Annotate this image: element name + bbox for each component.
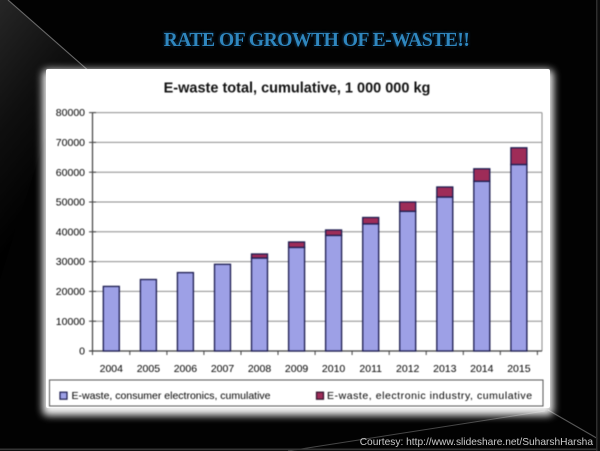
svg-text:2014: 2014	[470, 363, 494, 375]
svg-text:70000: 70000	[56, 137, 85, 149]
svg-text:2012: 2012	[396, 363, 420, 375]
svg-text:40000: 40000	[56, 226, 85, 238]
svg-text:2013: 2013	[433, 363, 457, 375]
svg-text:2005: 2005	[137, 363, 161, 375]
svg-text:2006: 2006	[174, 363, 198, 375]
svg-text:20000: 20000	[56, 286, 85, 298]
svg-text:2008: 2008	[248, 363, 272, 375]
svg-text:2004: 2004	[100, 363, 124, 375]
svg-text:30000: 30000	[56, 256, 85, 268]
svg-text:2011: 2011	[359, 363, 382, 375]
svg-text:2009: 2009	[285, 363, 309, 375]
svg-text:10000: 10000	[56, 316, 85, 328]
svg-text:E-waste, consumer electronics,: E-waste, consumer electronics, cumulativ…	[72, 390, 271, 402]
svg-text:0: 0	[79, 346, 85, 358]
svg-text:E-waste total, cumulative, 1 0: E-waste total, cumulative, 1 000 000 kg	[164, 81, 431, 97]
svg-text:E-waste, electronic industry,: E-waste, electronic industry, cumulative	[327, 390, 533, 402]
svg-text:50000: 50000	[56, 197, 85, 209]
svg-text:2007: 2007	[211, 363, 235, 375]
svg-text:2010: 2010	[322, 363, 346, 375]
svg-text:60000: 60000	[56, 167, 85, 179]
svg-text:80000: 80000	[56, 107, 85, 119]
svg-text:2015: 2015	[507, 363, 531, 375]
